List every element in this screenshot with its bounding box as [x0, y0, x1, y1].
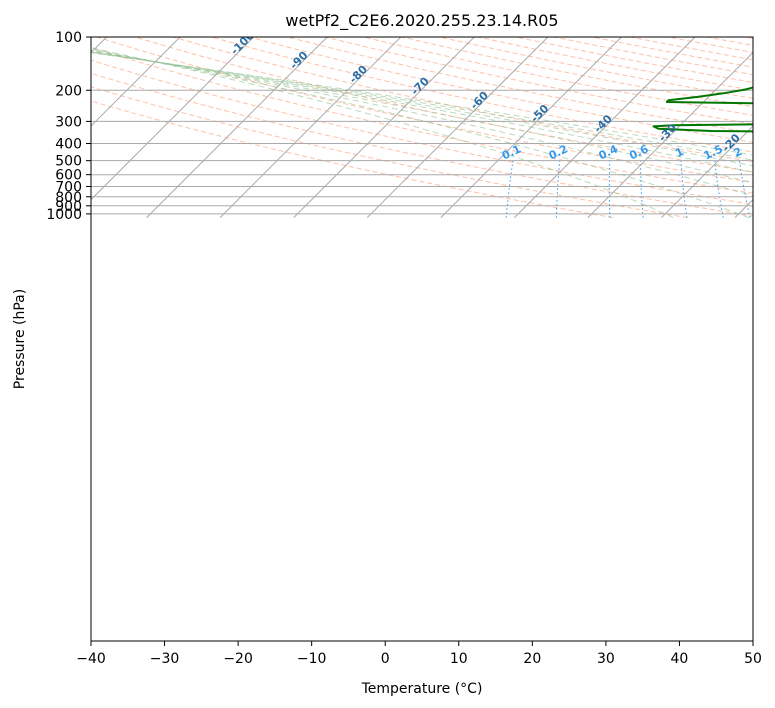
- isotherm-line: [514, 37, 696, 218]
- x-tick-label: 20: [523, 651, 541, 667]
- dry-adiabat-line: [91, 46, 753, 194]
- x-tick-label: −40: [76, 651, 106, 667]
- y-tick-label: 500: [55, 154, 82, 170]
- y-tick-label: 200: [55, 83, 82, 99]
- isotherm-line: [219, 37, 402, 218]
- y-tick-label: 300: [55, 114, 82, 130]
- y-axis-label: Pressure (hPa): [12, 289, 28, 389]
- x-tick-label: 50: [744, 651, 762, 667]
- x-tick-label: −10: [297, 651, 327, 667]
- chart-title: wetPf2_C2E6.2020.255.23.14.R05: [285, 11, 558, 31]
- x-tick-label: 30: [597, 651, 615, 667]
- moist-adiabat-line: [91, 48, 749, 219]
- x-axis-ticks: −40 −30 −20 −10 0 10 20 30 40 50: [76, 641, 762, 667]
- y-tick-label: 800: [55, 190, 82, 206]
- isotherm-line: [91, 37, 181, 127]
- mixing-ratio-line: [738, 160, 751, 218]
- dry-adiabat-line: [211, 37, 753, 153]
- isotherm-line: [587, 51, 753, 218]
- isobar-gridlines: [91, 37, 753, 215]
- isotherm-gridlines: [91, 37, 753, 218]
- mixing-ratio-line: [505, 160, 514, 218]
- y-tick-label: 1000: [46, 207, 82, 223]
- x-axis-label: Temperature (°C): [361, 681, 483, 697]
- y-tick-label: 900: [55, 199, 82, 215]
- x-tick-label: 0: [381, 651, 390, 667]
- dry-adiabat-line: [91, 72, 753, 217]
- x-tick-label: 10: [450, 651, 468, 667]
- x-tick-label: 40: [671, 651, 689, 667]
- moist-adiabat-line: [91, 50, 753, 184]
- moist-adiabat-line: [91, 51, 753, 173]
- mixing-ratio-line: [608, 160, 611, 218]
- isotherm-line: [91, 37, 255, 201]
- y-tick-label: 100: [55, 30, 82, 46]
- y-tick-label: 700: [55, 179, 82, 195]
- dry-adiabat-line: [325, 37, 753, 125]
- dry-adiabat-line: [363, 37, 753, 116]
- isotherm-line: [293, 37, 475, 218]
- x-tick-label: −20: [223, 651, 253, 667]
- dry-adiabat-line: [172, 37, 753, 163]
- dry-adiabat-line: [91, 86, 688, 219]
- mixing-ratio-line: [639, 160, 644, 218]
- y-tick-label: 400: [55, 137, 82, 153]
- moist-adiabat-line: [91, 52, 753, 156]
- dry-adiabat-line: [249, 37, 753, 143]
- isotherm-line: [146, 37, 328, 218]
- x-tick-label: −30: [150, 651, 180, 667]
- isotherm-line: [440, 37, 622, 218]
- dry-adiabat-line: [91, 100, 614, 219]
- y-tick-label: 600: [55, 168, 82, 184]
- plot-frame: [90, 36, 754, 642]
- mixing-ratio-line: [680, 160, 688, 218]
- moist-adiabats: [91, 47, 753, 219]
- isotherm-line: [366, 37, 549, 218]
- moist-adiabat-line: [91, 47, 674, 219]
- mixing-ratio-line: [714, 160, 724, 218]
- isotherm-line: [661, 125, 753, 218]
